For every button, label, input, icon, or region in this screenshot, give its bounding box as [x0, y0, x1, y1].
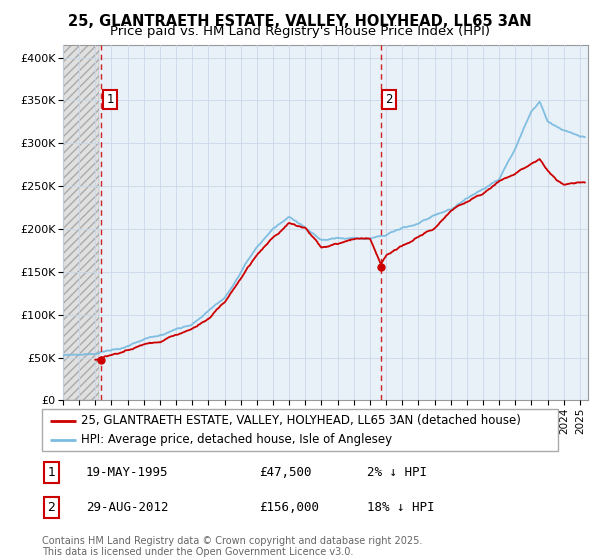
- Text: 19-MAY-1995: 19-MAY-1995: [86, 466, 169, 479]
- Text: 2: 2: [47, 501, 55, 514]
- Text: £156,000: £156,000: [259, 501, 319, 514]
- Text: 2: 2: [385, 94, 393, 106]
- Text: HPI: Average price, detached house, Isle of Anglesey: HPI: Average price, detached house, Isle…: [80, 433, 392, 446]
- Text: £47,500: £47,500: [259, 466, 311, 479]
- Text: 2% ↓ HPI: 2% ↓ HPI: [367, 466, 427, 479]
- Text: 18% ↓ HPI: 18% ↓ HPI: [367, 501, 434, 514]
- Bar: [63, 45, 98, 400]
- Bar: [63, 45, 98, 400]
- Text: 25, GLANTRAETH ESTATE, VALLEY, HOLYHEAD, LL65 3AN (detached house): 25, GLANTRAETH ESTATE, VALLEY, HOLYHEAD,…: [80, 414, 521, 427]
- Text: Contains HM Land Registry data © Crown copyright and database right 2025.
This d: Contains HM Land Registry data © Crown c…: [42, 535, 422, 557]
- Text: 1: 1: [106, 94, 114, 106]
- Text: 25, GLANTRAETH ESTATE, VALLEY, HOLYHEAD, LL65 3AN: 25, GLANTRAETH ESTATE, VALLEY, HOLYHEAD,…: [68, 14, 532, 29]
- Text: 1: 1: [47, 466, 55, 479]
- Text: 29-AUG-2012: 29-AUG-2012: [86, 501, 169, 514]
- Text: Price paid vs. HM Land Registry's House Price Index (HPI): Price paid vs. HM Land Registry's House …: [110, 25, 490, 38]
